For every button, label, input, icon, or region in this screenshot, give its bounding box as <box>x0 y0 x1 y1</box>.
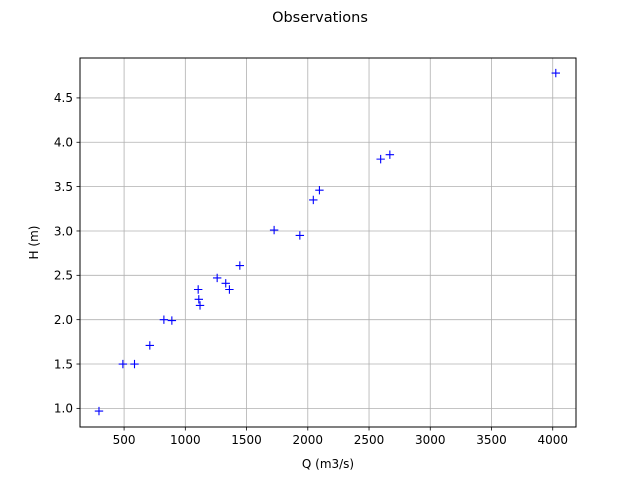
y-tick-label: 4.5 <box>54 91 73 105</box>
data-point <box>315 185 324 195</box>
plot-frame <box>79 57 577 428</box>
plot-area <box>80 58 576 427</box>
data-point <box>385 150 395 159</box>
x-tick-label: 1000 <box>170 433 201 447</box>
data-point <box>376 154 385 164</box>
data-point <box>309 195 318 205</box>
y-tick-label: 2.0 <box>54 313 73 327</box>
data-point <box>551 68 560 78</box>
data-point <box>269 225 279 235</box>
data-point <box>130 359 139 369</box>
y-axis-ticks: 1.0 1.5 2.0 2.5 3.0 3.5 4.0 4.5 <box>54 91 80 416</box>
x-tick-label: 4000 <box>537 433 568 447</box>
data-point <box>235 261 245 270</box>
y-tick-label: 2.5 <box>54 269 73 283</box>
y-axis-label: H (m) <box>27 226 41 260</box>
grid <box>80 58 576 427</box>
x-tick-label: 1500 <box>231 433 262 447</box>
data-point <box>194 295 203 304</box>
x-tick-label: 2500 <box>354 433 385 447</box>
data-point <box>195 301 205 310</box>
x-tick-label: 2000 <box>293 433 324 447</box>
x-axis-ticks: 500 1000 1500 2000 2500 3000 3500 4000 <box>113 427 568 447</box>
x-axis-label: Q (m3/s) <box>302 457 354 471</box>
data-point <box>212 273 222 283</box>
y-tick-label: 1.0 <box>54 402 73 416</box>
data-point <box>145 341 155 350</box>
data-point <box>225 285 234 294</box>
data-points <box>94 68 560 416</box>
data-point <box>193 285 203 294</box>
x-tick-label: 3500 <box>476 433 507 447</box>
data-point <box>167 316 177 325</box>
y-tick-label: 1.5 <box>54 357 73 371</box>
data-point <box>94 406 104 416</box>
y-tick-label: 4.0 <box>54 136 73 150</box>
chart-title: Observations <box>272 10 368 26</box>
x-tick-label: 500 <box>113 433 136 447</box>
data-point <box>118 359 128 369</box>
data-point <box>295 231 305 240</box>
data-point <box>221 279 230 288</box>
data-point <box>159 315 169 324</box>
y-tick-label: 3.0 <box>54 224 73 238</box>
y-tick-label: 3.5 <box>54 180 73 194</box>
x-tick-label: 3000 <box>415 433 446 447</box>
